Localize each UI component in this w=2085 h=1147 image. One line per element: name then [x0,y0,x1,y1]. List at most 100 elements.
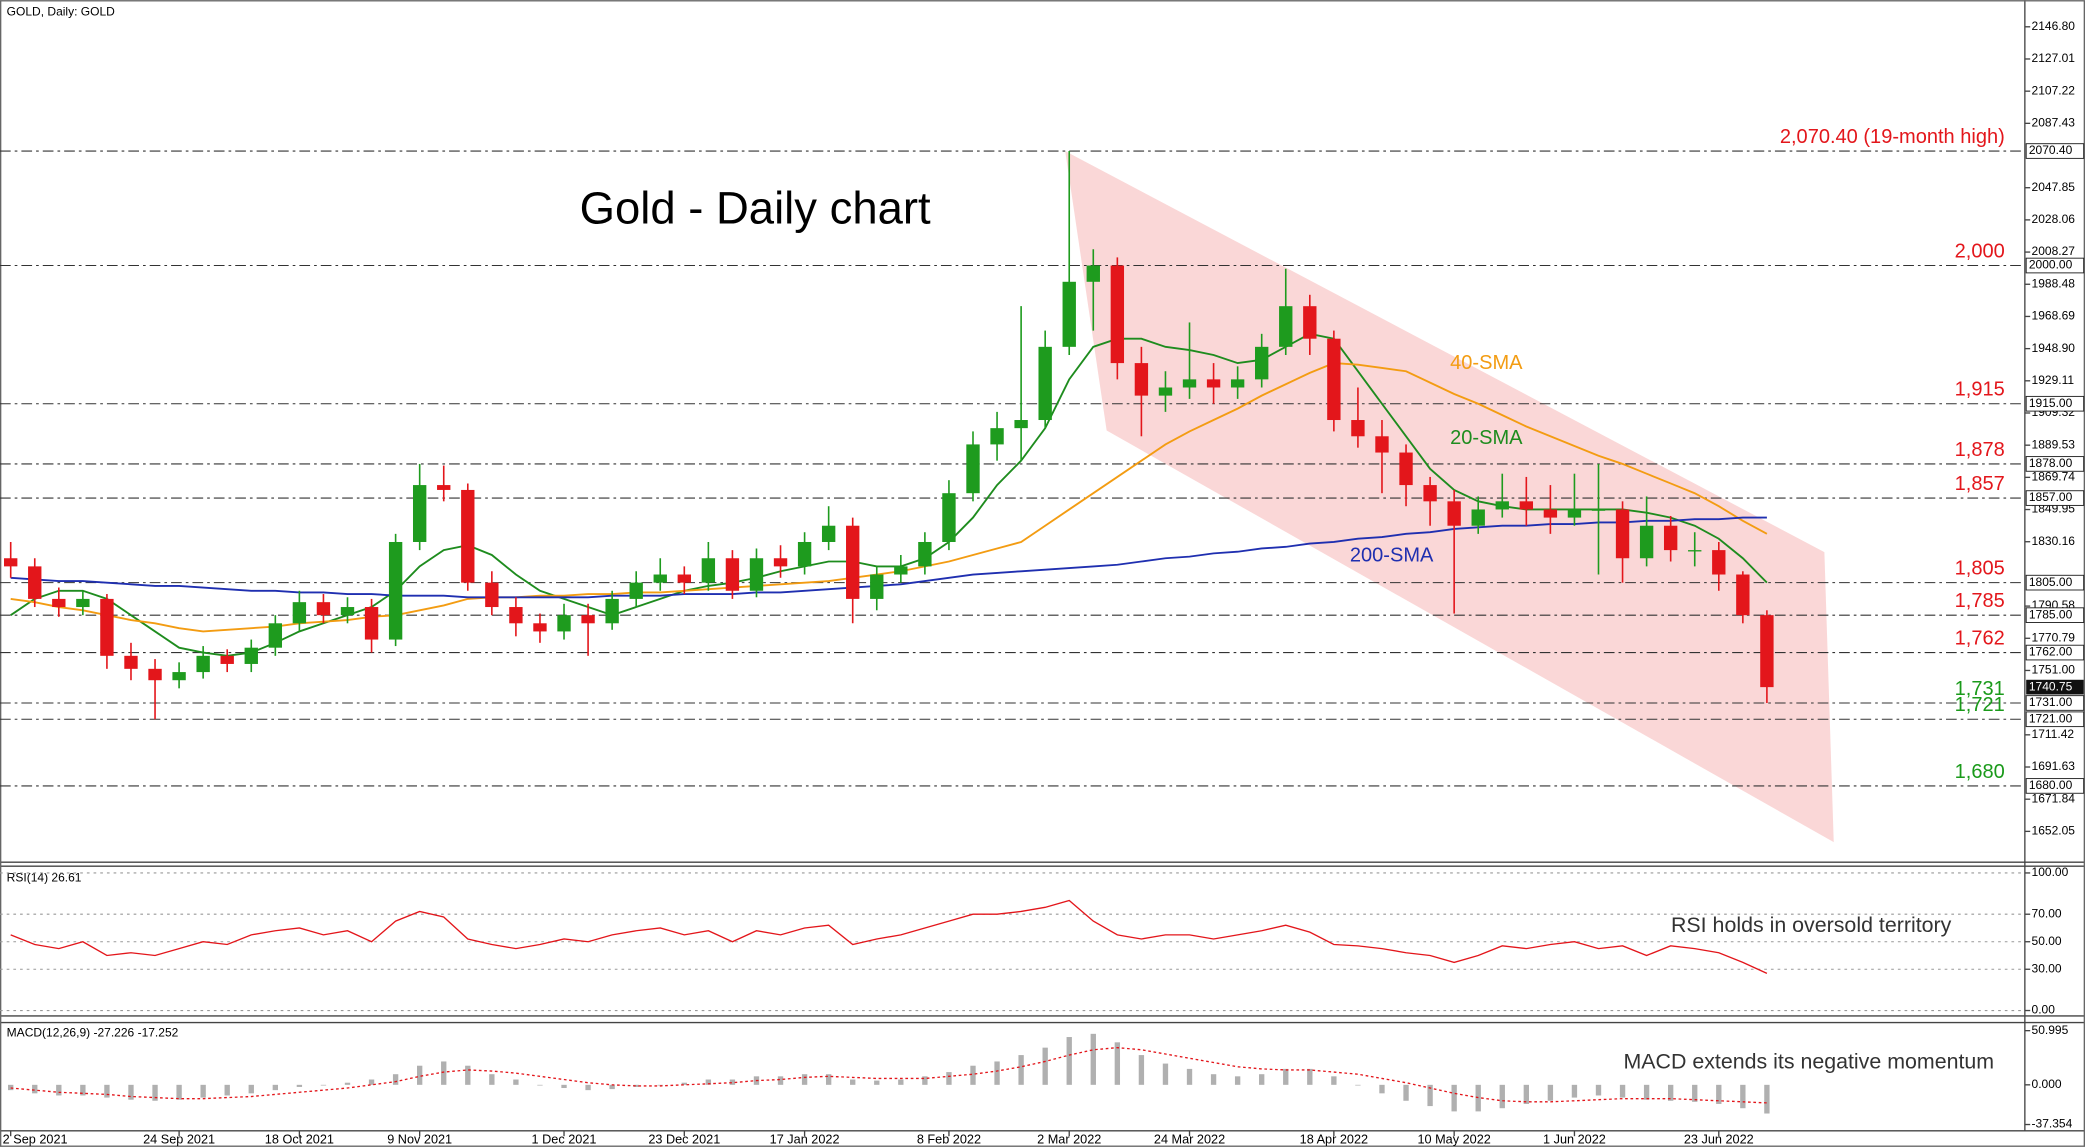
x-tick-label: 23 Jun 2022 [1684,1133,1754,1147]
candle-body [437,485,451,490]
candle-body [4,558,18,567]
macd-bar [946,1072,952,1085]
level-tag-box [2025,607,2085,623]
macd-bar [1523,1084,1529,1104]
y-tick-label: 1652.05 [2032,824,2076,838]
y-tick-label: 2028.06 [2032,212,2076,226]
y-tick-label: 1968.69 [2032,309,2076,323]
sma-label: 20-SMA [1450,427,1523,449]
y-tick-label: 2087.43 [2032,116,2076,130]
candle-body [1688,550,1702,552]
candle-body [1615,509,1630,559]
candle-body [76,598,90,608]
candle-body [846,525,860,599]
y-tick-label: 1948.90 [2032,341,2076,355]
candle-body [316,602,331,616]
level-tag: 2070.40 [2029,143,2073,157]
candle-body [821,525,836,542]
y-tick-label: 1929.11 [2032,373,2075,387]
macd-bar [898,1079,904,1085]
candle-body [1663,525,1678,551]
level-label: 1,731 [1955,678,2005,700]
y-tick-label: -37.354 [2032,1117,2073,1131]
macd-bar [1162,1063,1169,1085]
candle-body [1255,346,1269,380]
level-tag: 2000.00 [2029,258,2073,272]
sma-label: 40-SMA [1450,352,1523,374]
candle-body [1712,550,1726,575]
candle-body [1158,387,1173,396]
candle-body [1086,265,1100,282]
candle-body [1351,420,1365,437]
macd-bar [441,1061,447,1085]
candle-body [292,602,307,624]
candle-body [1134,363,1149,396]
candle-body [1543,509,1558,518]
macd-bar [1307,1068,1313,1085]
level-tag: 1805.00 [2029,575,2073,589]
macd-bar [368,1079,375,1085]
macd-bar [1427,1084,1433,1107]
level-tag-box [2025,395,2085,412]
y-tick-label: 1889.53 [2032,437,2076,451]
macd-bar [994,1061,1000,1085]
y-tick-label: 50.00 [2032,934,2062,948]
macd-bar [1234,1076,1241,1085]
candle-body [196,655,210,673]
candle-body [533,623,547,632]
macd-bar [1716,1084,1722,1104]
macd-bar [513,1079,519,1085]
candle-body [1639,525,1654,559]
y-tick-label: 2047.85 [2032,180,2076,194]
rsi-title: RSI(14) 26.61 [7,870,82,884]
level-tag-box [2025,143,2085,159]
macd-bar [176,1084,182,1100]
y-tick-label: 1691.63 [2032,759,2076,773]
level-label: 1,857 [1955,473,2005,495]
macd-bar [392,1074,399,1085]
y-tick-label: 1770.79 [2032,630,2076,644]
candle-body [340,607,355,616]
level-label: 1,680 [1955,761,2005,783]
candle-body [894,566,908,575]
candle-body [124,655,138,669]
level-tag: 1762.00 [2029,645,2073,659]
candle-body [1591,509,1606,511]
level-label: 2,070.40 (19-month high) [1780,126,2005,148]
macd-bar [56,1084,62,1096]
macd-bar [1668,1084,1674,1101]
candle-body [1471,509,1485,526]
macd-bar [272,1084,278,1091]
candle-body [605,598,619,624]
level-tag: 1857.00 [2029,490,2073,504]
macd-bar [200,1084,206,1098]
x-tick-label: 23 Dec 2021 [648,1133,720,1147]
candle-body [1279,306,1293,347]
macd-bar [104,1084,110,1098]
x-tick-label: 10 May 2022 [1417,1133,1490,1147]
candle-body [148,668,162,681]
candle-body [581,615,595,624]
y-tick-label: 1869.74 [2032,470,2076,484]
candle-body [1423,485,1437,502]
macd-bar [248,1084,254,1094]
macd-bar [1138,1055,1145,1085]
macd-bar [825,1074,832,1085]
candle-body [1206,379,1221,388]
candle-body [509,607,523,624]
symbol-header: GOLD, Daily: GOLD [7,4,115,18]
candle-body [725,558,740,591]
macd-bar [1331,1076,1337,1085]
x-tick-label: 9 Nov 2021 [387,1133,452,1147]
macd-bar [1764,1084,1770,1114]
macd-bar [1066,1037,1072,1085]
y-tick-label: 1751.00 [2032,663,2076,677]
x-tick-label: 18 Oct 2021 [265,1133,334,1147]
macd-bar [489,1074,495,1085]
macd-bar [1692,1084,1698,1102]
candle-body [28,566,42,599]
candle-body [918,541,932,567]
candle-body [653,574,667,583]
macd-bar [1018,1055,1024,1085]
macd-title: MACD(12,26,9) -27.226 -17.252 [7,1025,179,1039]
